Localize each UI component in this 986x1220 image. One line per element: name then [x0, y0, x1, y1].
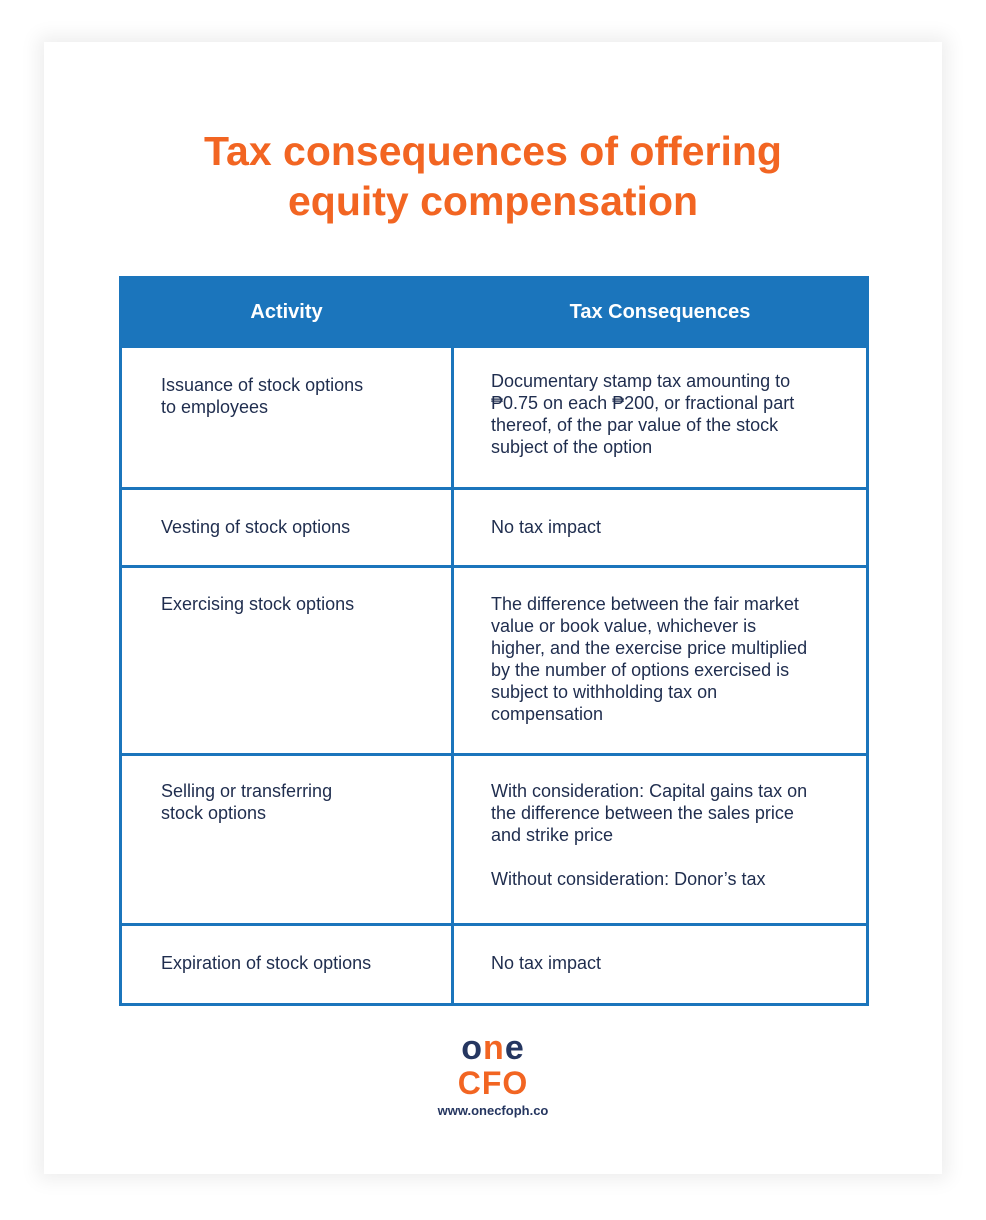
- table-cell-consequence: No tax impact: [454, 926, 866, 1003]
- logo-one-wordmark: one: [0, 1030, 986, 1066]
- consequence-text-2: Without consideration: Donor’s tax: [491, 869, 766, 889]
- table-cell-consequence: The difference between the fair market v…: [454, 568, 866, 753]
- page-title: Tax consequences of offering equity comp…: [0, 126, 986, 226]
- table-cell-activity: Exercising stock options: [122, 568, 451, 753]
- logo-letter-n: n: [483, 1029, 505, 1067]
- table-cell-consequence: With consideration: Capital gains tax on…: [454, 756, 866, 923]
- onecfo-logo: one CFO www.onecfoph.co: [0, 1030, 986, 1118]
- activity-text: Vesting of stock options: [161, 517, 351, 537]
- header-activity: Activity: [250, 300, 323, 323]
- table-cell-consequence: Documentary stamp tax amounting to ₱0.75…: [454, 348, 866, 487]
- logo-letter-o: o: [461, 1029, 484, 1067]
- consequence-text: No tax impact: [491, 517, 602, 537]
- header-tax-consequences: Tax Consequences: [569, 300, 751, 323]
- consequence-text: Documentary stamp tax amounting to ₱0.75…: [491, 371, 795, 457]
- table-cell-activity: Expiration of stock options: [122, 926, 451, 1003]
- tax-consequences-table: Activity Tax Consequences Issuance of st…: [119, 276, 869, 1006]
- activity-text: Selling or transferring stock options: [161, 781, 333, 823]
- activity-text: Expiration of stock options: [161, 953, 372, 973]
- website-url: www.onecfoph.co: [437, 1103, 549, 1118]
- table-cell-activity: Vesting of stock options: [122, 490, 451, 565]
- consequence-text: With consideration: Capital gains tax on…: [491, 781, 808, 845]
- consequence-text: No tax impact: [491, 953, 602, 973]
- logo-cfo-wordmark: CFO: [457, 1065, 529, 1101]
- title-line-1: Tax consequences of offering: [204, 128, 782, 174]
- activity-text: Exercising stock options: [161, 594, 355, 614]
- activity-text: Issuance of stock options to employees: [161, 375, 364, 417]
- consequence-text: The difference between the fair market v…: [491, 594, 808, 724]
- title-line-2: equity compensation: [287, 178, 699, 224]
- table-cell-consequence: No tax impact: [454, 490, 866, 565]
- table-cell-activity: Issuance of stock options to employees: [122, 348, 451, 487]
- logo-letter-e: e: [504, 1029, 525, 1067]
- table-cell-activity: Selling or transferring stock options: [122, 756, 451, 923]
